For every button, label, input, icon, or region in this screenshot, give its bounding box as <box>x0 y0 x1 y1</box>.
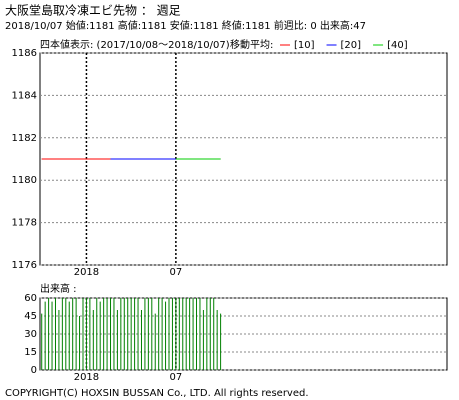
volume-bar <box>161 298 163 370</box>
volume-bar <box>213 298 215 370</box>
volume-bar <box>216 310 218 370</box>
volume-bar <box>134 298 136 370</box>
volume-bar <box>61 298 63 370</box>
x-tick-label: 2018 <box>74 267 99 278</box>
volume-bar <box>171 298 173 370</box>
volume-bar <box>99 301 101 370</box>
copyright: COPYRIGHT(C) HOXSIN BUSSAN Co., LTD. All… <box>5 388 309 399</box>
volume-bar <box>182 298 184 370</box>
volume-bar <box>72 298 74 370</box>
volume-bar <box>165 301 167 370</box>
volume-bar <box>44 301 46 370</box>
volume-bar <box>192 298 194 370</box>
y-tick-label: 1176 <box>12 260 37 271</box>
y-tick-label: 1184 <box>12 90 37 101</box>
quote-info: 2018/10/07 始値:1181 高値:1181 安値:1181 終値:11… <box>5 19 366 32</box>
volume-bar <box>209 298 211 370</box>
volume-bar <box>196 298 198 370</box>
volume-bar <box>85 298 87 370</box>
y-tick-label: 1186 <box>12 48 37 59</box>
volume-bar <box>175 298 177 370</box>
volume-bar <box>68 301 70 370</box>
volume-bar <box>199 298 201 370</box>
volume-bar <box>48 298 50 370</box>
volume-bar <box>123 298 125 370</box>
volume-bar <box>144 298 146 370</box>
volume-bar <box>137 298 139 370</box>
volume-bar <box>116 310 118 370</box>
volume-bar <box>113 298 115 370</box>
volume-bar <box>41 313 43 370</box>
volume-bar <box>51 301 53 370</box>
volume-bar <box>158 298 160 370</box>
y-tick-label: 0 <box>31 365 37 376</box>
chart-title: 大阪堂島取冷凍エビ先物 ： 週足 <box>5 3 181 18</box>
volume-bar <box>82 298 84 370</box>
volume-bar <box>79 316 81 370</box>
volume-bar <box>120 298 122 370</box>
y-tick-label: 60 <box>24 293 37 304</box>
volume-bar <box>220 313 222 370</box>
y-tick-label: 1178 <box>12 218 37 229</box>
x-tick-label: 07 <box>170 372 183 383</box>
plot-frame <box>39 52 448 266</box>
legend-label: [40] <box>387 40 408 51</box>
volume-bar <box>154 313 156 370</box>
x-tick-label: 07 <box>170 267 183 278</box>
range-label: 四本値表示: (2017/10/08～2018/10/07) <box>40 38 230 51</box>
volume-bar <box>168 298 170 370</box>
volume-bar <box>151 298 153 370</box>
volume-bar <box>130 298 132 370</box>
volume-bar <box>58 310 60 370</box>
volume-bar <box>65 298 67 370</box>
volume-bar <box>103 298 105 370</box>
volume-bar <box>89 298 91 370</box>
y-tick-label: 1180 <box>12 175 37 186</box>
volume-bar <box>140 310 142 370</box>
legend-label: [20] <box>341 40 362 51</box>
volume-bar <box>206 298 208 370</box>
volume-bar <box>185 298 187 370</box>
x-tick-label: 2018 <box>74 372 99 383</box>
volume-bar <box>92 310 94 370</box>
volume-bar <box>189 298 191 370</box>
volume-bar <box>127 298 129 370</box>
volume-bar <box>54 298 56 370</box>
y-tick-label: 30 <box>24 329 37 340</box>
y-tick-label: 45 <box>24 311 37 322</box>
volume-bar <box>110 298 112 370</box>
legend-label: [10] <box>294 40 315 51</box>
volume-bar <box>96 298 98 370</box>
volume-bar <box>202 310 204 370</box>
volume-bar <box>75 298 77 370</box>
volume-bar <box>106 298 108 370</box>
volume-bar <box>147 298 149 370</box>
legend-title: 移動平均: <box>230 38 273 51</box>
y-tick-label: 15 <box>24 347 37 358</box>
volume-title: 出来高 : <box>40 282 77 295</box>
y-tick-label: 1182 <box>12 133 37 144</box>
volume-bar <box>178 298 180 370</box>
